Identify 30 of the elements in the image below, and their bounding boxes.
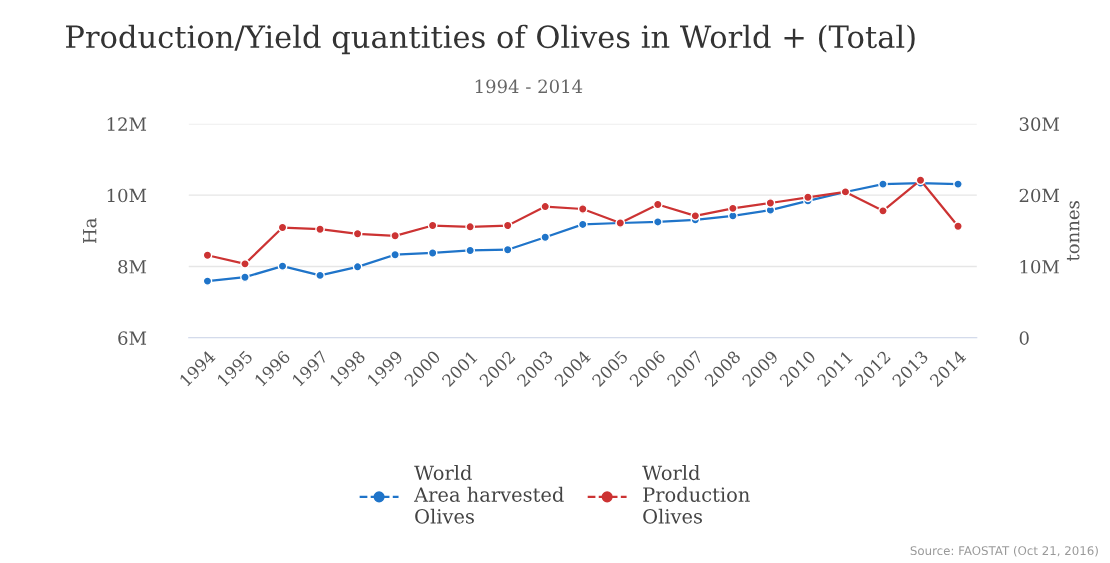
y2-tick-label: 20M — [1019, 188, 1060, 203]
y2-tick-label: 10M — [1020, 259, 1060, 274]
y-tick-label: 12M — [107, 117, 147, 131]
point — [277, 261, 288, 271]
y2-tick-label: 30M — [1019, 117, 1060, 131]
y-tick-label: 10M — [107, 188, 147, 203]
y-tick-label: 6M — [118, 331, 147, 345]
point — [240, 258, 250, 269]
point — [878, 206, 888, 216]
point — [765, 198, 776, 208]
source-note: Source: FAOSTAT (Oct 21, 2016) — [910, 545, 1098, 557]
point — [803, 192, 813, 203]
y-tick-label: 8M — [118, 259, 147, 274]
point — [577, 204, 588, 214]
y-axis-title: Ha — [83, 218, 97, 244]
y2-axis-title: tonnes — [1066, 201, 1080, 261]
point — [540, 232, 551, 243]
y2-tick-label: 0 — [1019, 331, 1029, 345]
legend-label: World Area harvested Olives — [413, 465, 564, 524]
point — [315, 224, 325, 235]
point — [878, 179, 888, 189]
legend-label: World Production Olives — [642, 465, 750, 524]
point — [652, 217, 663, 227]
point — [240, 272, 250, 283]
point — [427, 248, 438, 258]
point — [953, 221, 963, 232]
chart-title: Production/Yield quantities of Olives in World + (Total) — [66, 24, 915, 55]
chart-subtitle: 1994 - 2014 — [475, 79, 583, 94]
point — [502, 244, 513, 255]
point — [953, 179, 963, 189]
